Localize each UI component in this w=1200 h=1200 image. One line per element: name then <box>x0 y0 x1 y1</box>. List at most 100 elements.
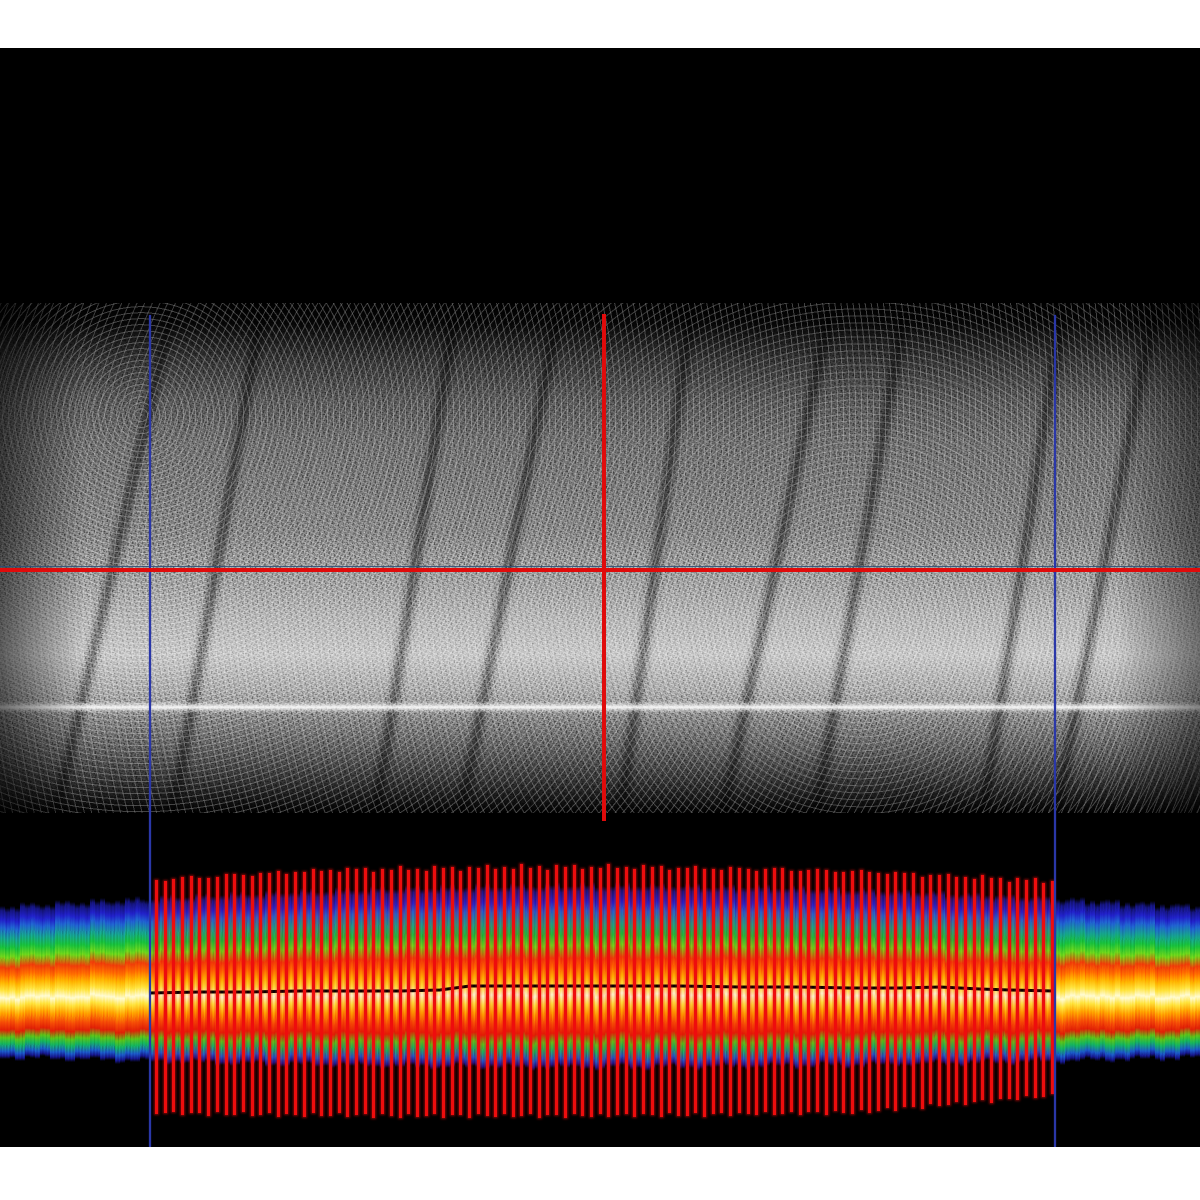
measurement-bar[interactable] <box>198 877 202 1113</box>
measurement-bar[interactable] <box>1024 879 1028 1096</box>
measurement-bar[interactable] <box>259 873 263 1115</box>
measurement-bar[interactable] <box>650 866 654 1115</box>
measurement-bar[interactable] <box>276 871 280 1117</box>
measurement-bar[interactable] <box>737 868 741 1113</box>
measurement-bar[interactable] <box>468 866 472 1118</box>
measurement-bar[interactable] <box>572 865 576 1115</box>
measurement-bar[interactable] <box>824 869 828 1115</box>
measurement-bar[interactable] <box>320 871 324 1116</box>
measurement-bar[interactable] <box>720 869 724 1114</box>
measurement-bar[interactable] <box>311 868 315 1114</box>
measurement-bar[interactable] <box>790 870 794 1112</box>
measurement-bar[interactable] <box>807 869 811 1113</box>
measurement-bar[interactable] <box>546 869 550 1115</box>
measurement-bar[interactable] <box>502 867 506 1114</box>
bscan-panel[interactable] <box>0 48 1200 830</box>
measurement-bar[interactable] <box>268 872 272 1114</box>
measurement-bar[interactable] <box>624 867 628 1114</box>
measurement-bar[interactable] <box>1007 881 1011 1100</box>
measurement-bar[interactable] <box>920 876 924 1109</box>
measurement-bar[interactable] <box>894 871 898 1111</box>
measurement-bar[interactable] <box>389 869 393 1116</box>
measurement-bar[interactable] <box>859 869 863 1110</box>
measurement-bar[interactable] <box>450 866 454 1116</box>
measurement-bar[interactable] <box>355 869 359 1115</box>
measurement-bar[interactable] <box>607 864 611 1117</box>
measurement-bar[interactable] <box>659 866 663 1117</box>
measurement-bar[interactable] <box>172 879 176 1112</box>
measurement-bar[interactable] <box>424 870 428 1117</box>
measurement-bar[interactable] <box>155 880 158 1115</box>
measurement-bar[interactable] <box>703 869 707 1117</box>
measurement-bar[interactable] <box>642 865 646 1114</box>
measurement-bar[interactable] <box>850 871 854 1114</box>
measurement-bar[interactable] <box>459 870 463 1116</box>
measurement-bar[interactable] <box>207 877 211 1116</box>
measurement-bar[interactable] <box>685 867 689 1116</box>
measurement-bar[interactable] <box>781 868 785 1114</box>
measurement-bar[interactable] <box>833 872 837 1111</box>
measurement-bar[interactable] <box>494 869 498 1118</box>
measurement-bar[interactable] <box>746 869 750 1115</box>
measurement-bar[interactable] <box>633 869 637 1117</box>
measurement-bar[interactable] <box>964 877 967 1105</box>
measurement-bar[interactable] <box>485 864 489 1117</box>
measurement-bar[interactable] <box>224 873 228 1115</box>
measurement-bar[interactable] <box>816 868 820 1113</box>
measurement-bar[interactable] <box>302 872 306 1117</box>
measurement-bar[interactable] <box>442 868 446 1118</box>
measurement-bar[interactable] <box>1051 881 1054 1094</box>
measurement-bar[interactable] <box>972 878 976 1103</box>
measurement-bar[interactable] <box>294 872 298 1115</box>
measurement-bar[interactable] <box>990 877 994 1103</box>
measurement-bar[interactable] <box>589 866 593 1117</box>
measurement-bar[interactable] <box>868 871 872 1113</box>
caliper-gate-right[interactable] <box>1054 315 1056 1147</box>
measurement-bar[interactable] <box>598 867 602 1114</box>
measurement-bar[interactable] <box>1033 877 1037 1099</box>
measurement-bar[interactable] <box>798 871 802 1116</box>
measurement-bar[interactable] <box>763 869 767 1112</box>
measurement-bar[interactable] <box>215 876 219 1113</box>
measurement-bar[interactable] <box>233 874 237 1116</box>
measurement-bar[interactable] <box>1016 878 1020 1101</box>
measurement-bar[interactable] <box>285 874 289 1114</box>
measurement-bar[interactable] <box>929 874 933 1105</box>
measurement-bar[interactable] <box>981 875 985 1101</box>
measurement-bar[interactable] <box>1042 882 1046 1097</box>
measurement-bar[interactable] <box>433 865 437 1115</box>
spectral-panel[interactable] <box>0 830 1200 1147</box>
measurement-bar[interactable] <box>398 866 402 1118</box>
measurement-bar[interactable] <box>885 874 889 1109</box>
imaging-canvas[interactable] <box>0 48 1200 1147</box>
measurement-bar[interactable] <box>372 871 376 1118</box>
measurement-bar[interactable] <box>998 877 1002 1099</box>
measurement-bar[interactable] <box>842 872 846 1113</box>
measurement-bar[interactable] <box>529 867 533 1115</box>
measurement-bar[interactable] <box>250 876 254 1117</box>
measurement-bar[interactable] <box>711 869 715 1115</box>
measurement-bar[interactable] <box>346 868 350 1117</box>
measurement-bar[interactable] <box>694 865 698 1114</box>
measurement-bar[interactable] <box>337 872 341 1114</box>
measurement-bar[interactable] <box>476 867 480 1115</box>
measurement-bar[interactable] <box>407 870 411 1114</box>
measurement-bar[interactable] <box>946 873 950 1106</box>
measurement-bar[interactable] <box>676 867 680 1116</box>
measurement-bar[interactable] <box>581 869 585 1117</box>
measurement-bar[interactable] <box>729 866 733 1117</box>
measurement-bar[interactable] <box>772 868 776 1115</box>
measurement-bar[interactable] <box>537 866 541 1118</box>
measurement-bar[interactable] <box>415 868 419 1118</box>
measurement-bar[interactable] <box>511 868 515 1118</box>
measurement-bar[interactable] <box>563 866 567 1118</box>
measurement-bar[interactable] <box>189 876 193 1113</box>
measurement-bar[interactable] <box>911 873 915 1107</box>
measurement-bar[interactable] <box>381 868 385 1115</box>
measurement-bar[interactable] <box>363 867 367 1115</box>
measurement-bar[interactable] <box>241 874 245 1113</box>
caliper-gate-left[interactable] <box>149 315 151 1147</box>
measurement-bar[interactable] <box>755 870 759 1116</box>
measurement-bar[interactable] <box>937 875 941 1106</box>
measurement-bar[interactable] <box>520 864 524 1117</box>
